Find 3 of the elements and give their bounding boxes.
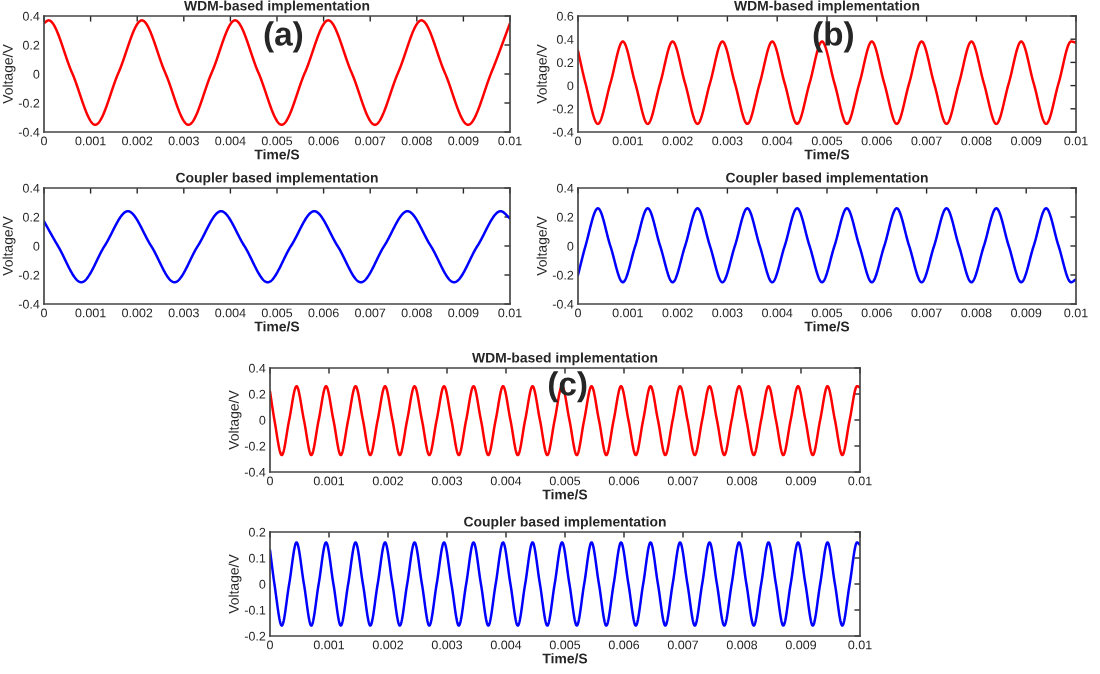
annotation: (b) <box>813 21 853 53</box>
annotation: (c) <box>548 371 587 403</box>
annotation: (a) <box>264 21 303 53</box>
